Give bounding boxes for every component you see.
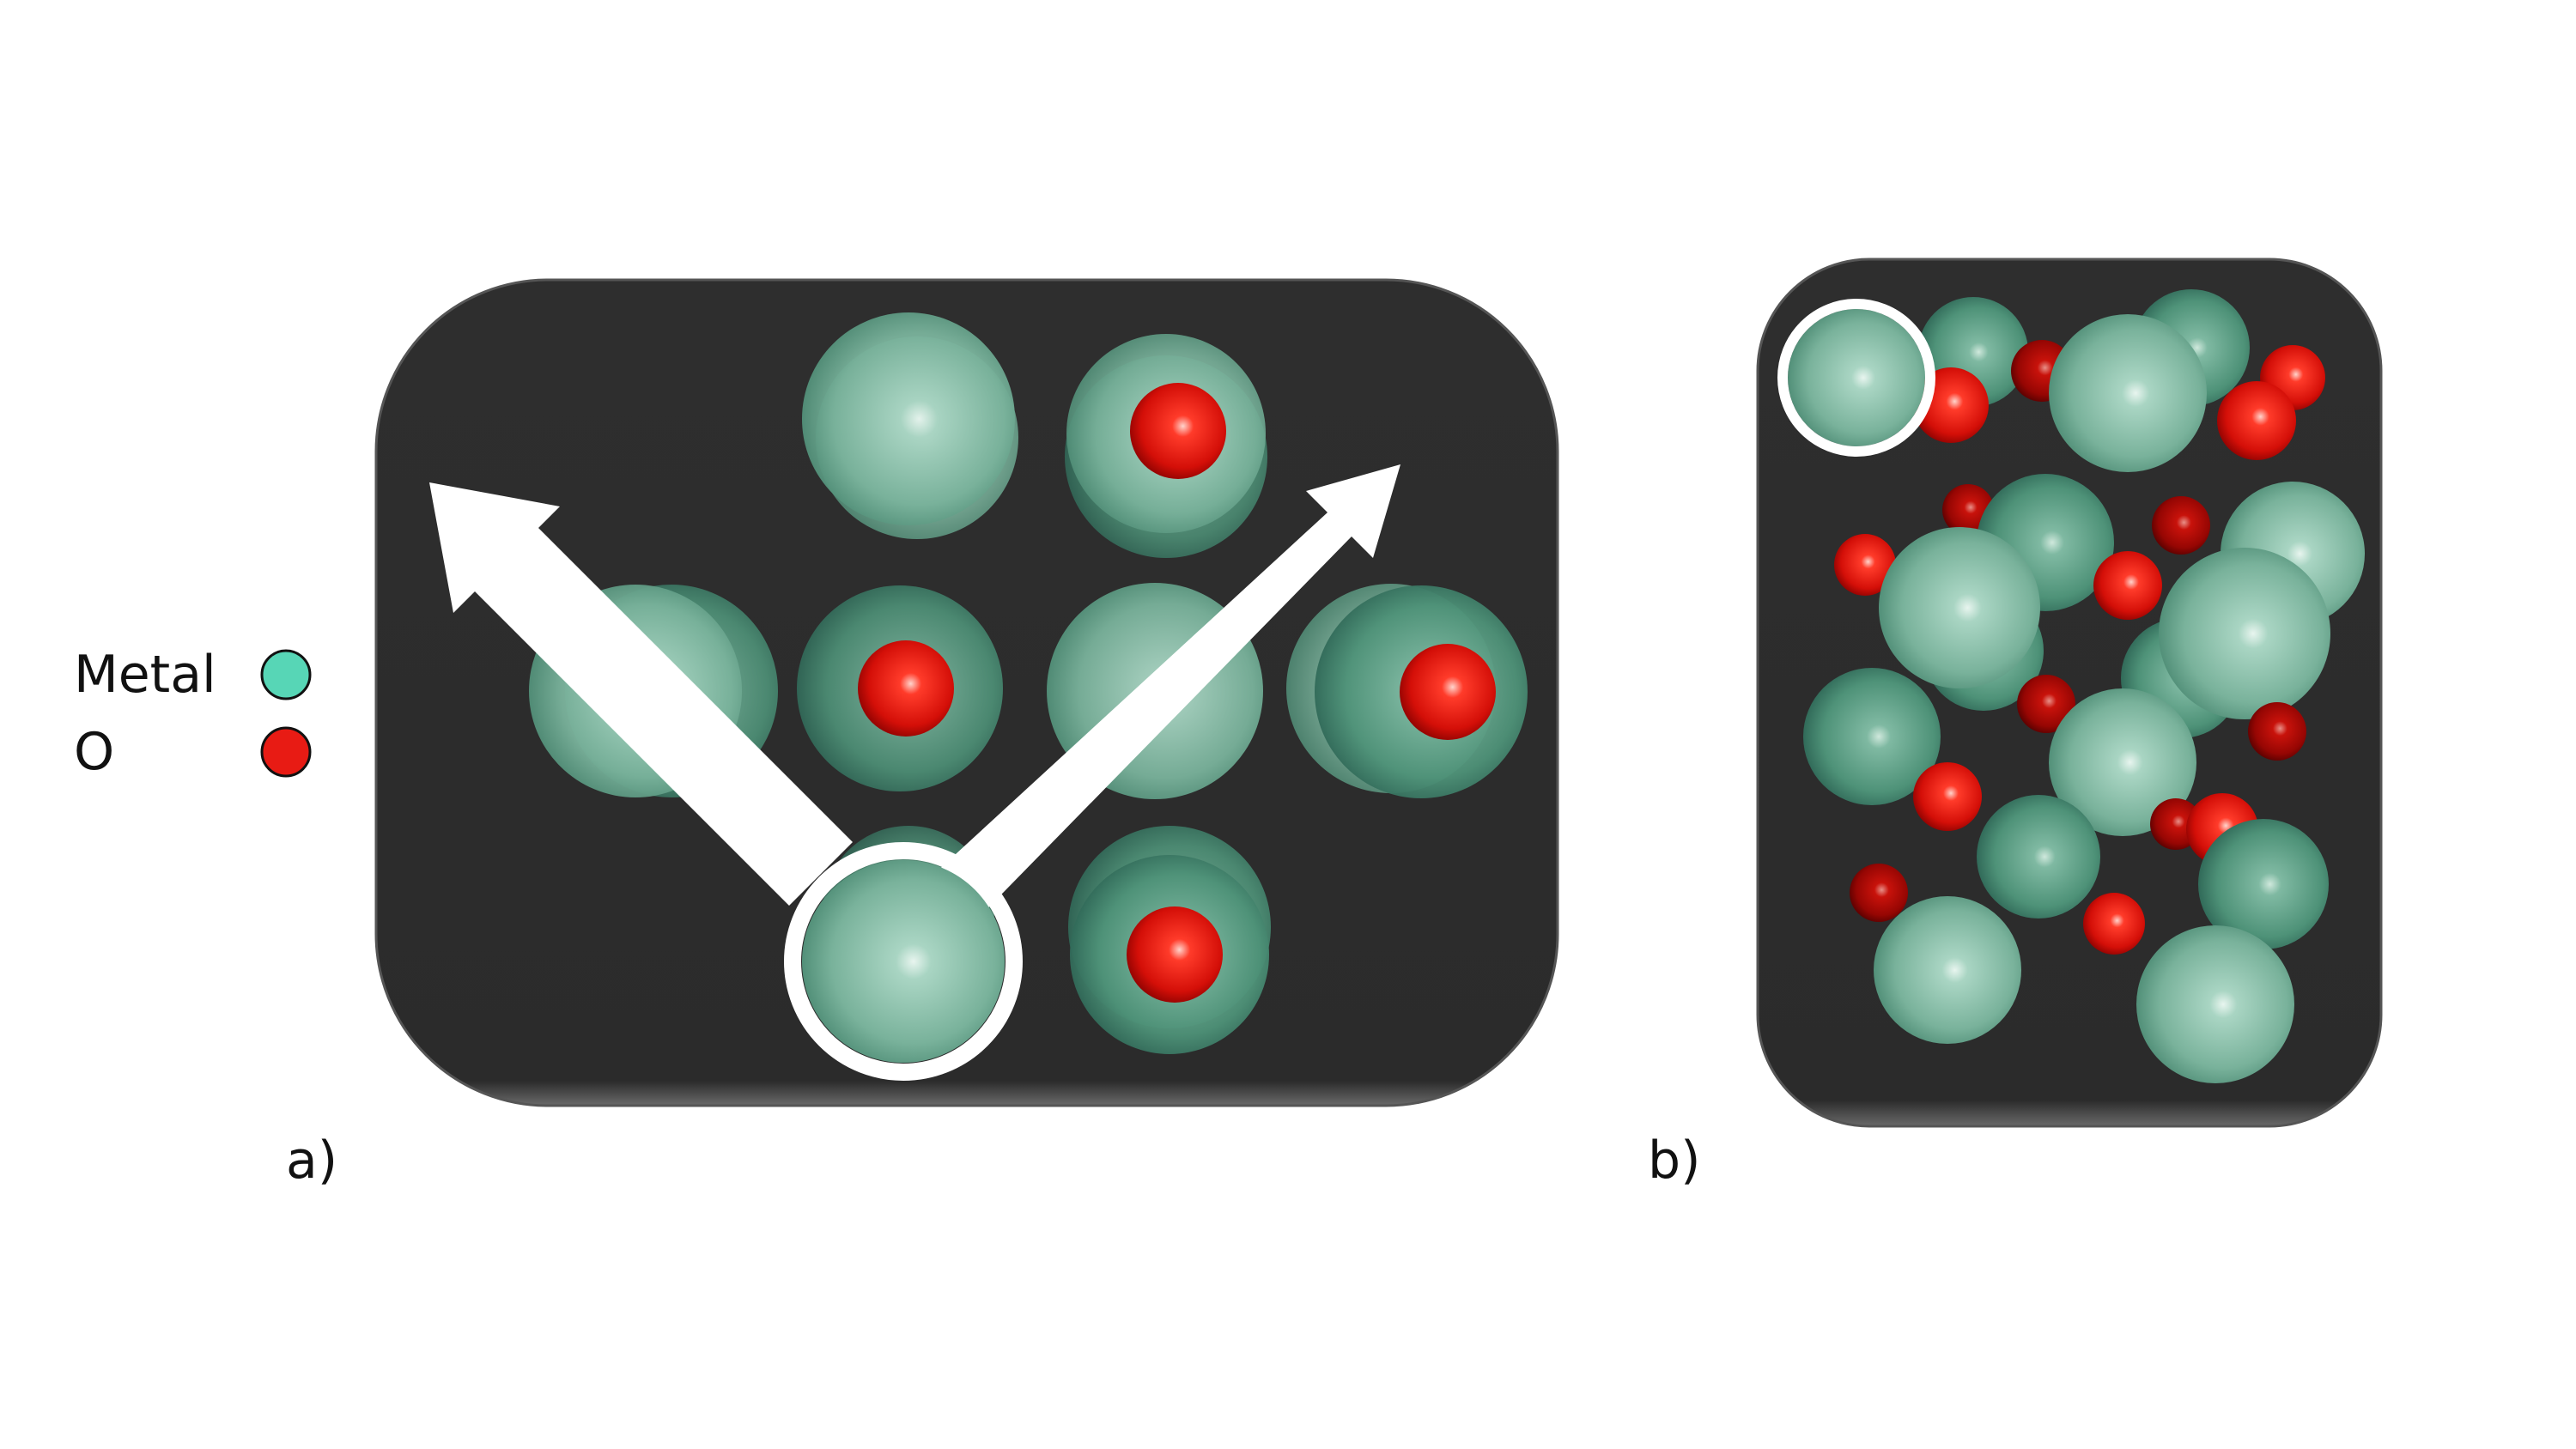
oxygen-atom — [1850, 864, 1908, 922]
oxygen-atom — [2083, 893, 2145, 955]
arrow-left — [429, 482, 853, 906]
highlight-ring — [1777, 299, 1935, 457]
oxygen-atom — [1913, 762, 1982, 831]
oxygen-atom — [2152, 496, 2210, 555]
metal-atom — [1803, 668, 1941, 805]
metal-atom — [2198, 819, 2329, 949]
metal-atom — [2049, 314, 2207, 472]
metal-atom — [1788, 309, 1925, 446]
metal-atom — [1874, 896, 2021, 1044]
oxygen-atom — [1400, 644, 1496, 740]
metal-atom — [1879, 527, 2040, 688]
metal-atom — [802, 312, 1015, 525]
oxygen-atom — [1834, 534, 1896, 596]
panel-a: a) — [286, 278, 1559, 1191]
panel-a-label: a) — [286, 1131, 337, 1191]
metal-atom — [2159, 548, 2330, 719]
direction-arrows — [429, 464, 1400, 928]
oxygen-atom — [2017, 675, 2075, 733]
oxygen-atom — [2093, 551, 2162, 620]
oxygen-atom — [858, 640, 954, 737]
highlight-ring — [784, 842, 1023, 1081]
oxygen-atom — [2217, 381, 2296, 460]
arrow-right — [924, 464, 1400, 928]
panel-b-label: b) — [1648, 1131, 1701, 1191]
metal-atom — [802, 860, 1005, 1063]
oxygen-atom — [1127, 906, 1223, 1003]
oxygen-atom — [2248, 702, 2306, 761]
panel-b: b) — [1648, 258, 2383, 1191]
legend-swatch-metal — [260, 649, 312, 700]
legend-label-oxygen: O — [74, 722, 114, 782]
legend: Metal O — [74, 645, 312, 782]
legend-label-metal: Metal — [74, 645, 216, 705]
metal-atom — [2049, 688, 2196, 836]
panel-b-atoms — [1788, 289, 2365, 1083]
metal-atom — [1977, 795, 2100, 919]
legend-swatch-oxygen — [260, 726, 312, 778]
oxygen-atom — [1130, 383, 1226, 479]
metal-atom — [2136, 925, 2294, 1083]
